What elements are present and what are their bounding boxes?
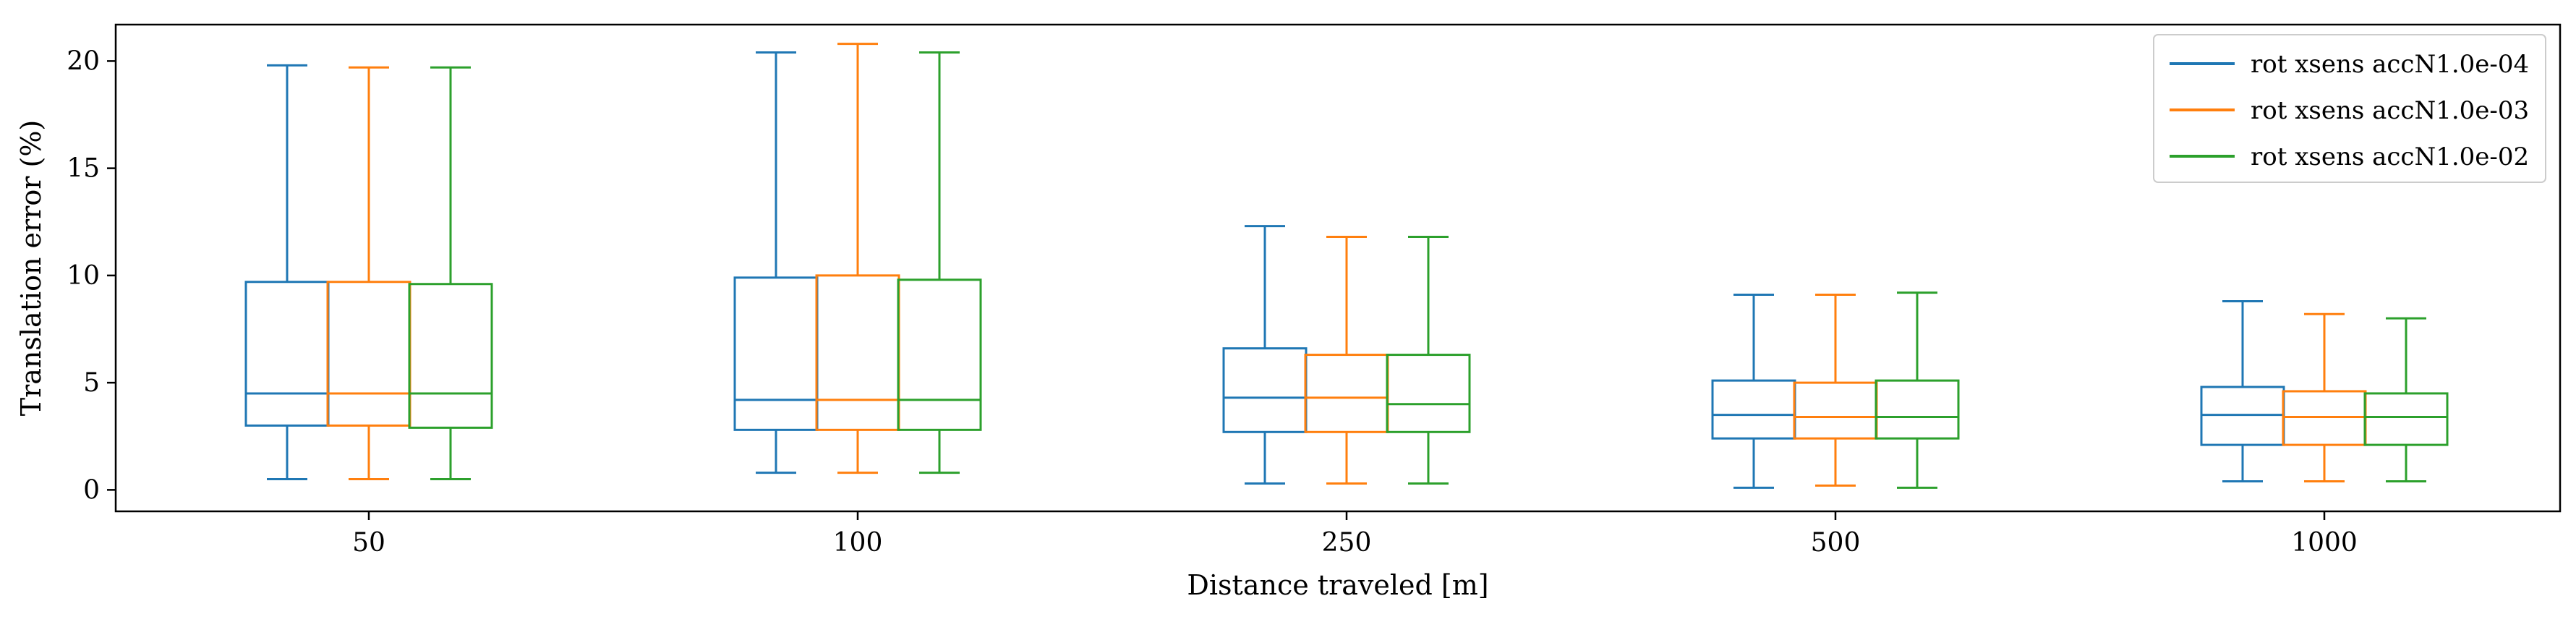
legend-label-series-1: rot xsens accN1.0e-04 [2251,50,2529,79]
box-cat-50-series-2 [326,281,411,427]
box-cat-250-series-1 [1222,347,1308,433]
legend: rot xsens accN1.0e-04 rot xsens accN1.0e-… [2153,34,2546,183]
legend-label-series-3: rot xsens accN1.0e-02 [2251,142,2529,171]
x-tick-label-250: 250 [1322,528,1372,558]
x-tick-label-100: 100 [833,528,883,558]
legend-label-series-2: rot xsens accN1.0e-03 [2251,96,2529,125]
x-tick-label-1000: 1000 [2291,528,2358,558]
box-cat-100-series-2 [815,274,900,431]
box-cat-250-series-3 [1386,354,1471,433]
boxes-layer [244,43,2449,489]
box-cat-50-series-1 [244,281,330,427]
box-cat-1000-series-3 [2363,392,2449,446]
y-tick-label-5: 5 [83,368,100,398]
box-cat-50-series-3 [408,283,493,429]
plot-frame [114,23,2562,513]
box-cat-500-series-2 [1793,381,1878,440]
legend-entries: rot xsens accN1.0e-04 rot xsens accN1.0e-… [2170,50,2529,171]
box-cat-500-series-3 [1875,379,1960,440]
x-axis-label: Distance traveled [m] [1187,569,1488,601]
legend-frame [2153,34,2546,183]
series-2 [326,43,2367,487]
y-tick-label-0: 0 [83,475,100,505]
y-tick-label-15: 15 [67,154,100,184]
y-tick-label-20: 20 [67,46,100,76]
x-tick-label-500: 500 [1811,528,1861,558]
box-cat-250-series-2 [1304,354,1389,433]
series-1 [244,51,2285,489]
y-axis-label: Translation error (%) [15,120,47,417]
box-cat-500-series-1 [1711,379,1796,440]
box-cat-100-series-1 [733,276,819,431]
series-3 [408,51,2449,489]
axes-layer: 0 5 10 15 20 50 100 250 500 1000 [67,46,2358,558]
box-cat-100-series-3 [897,278,982,431]
y-tick-label-10: 10 [67,261,100,291]
x-tick-label-50: 50 [352,528,385,558]
